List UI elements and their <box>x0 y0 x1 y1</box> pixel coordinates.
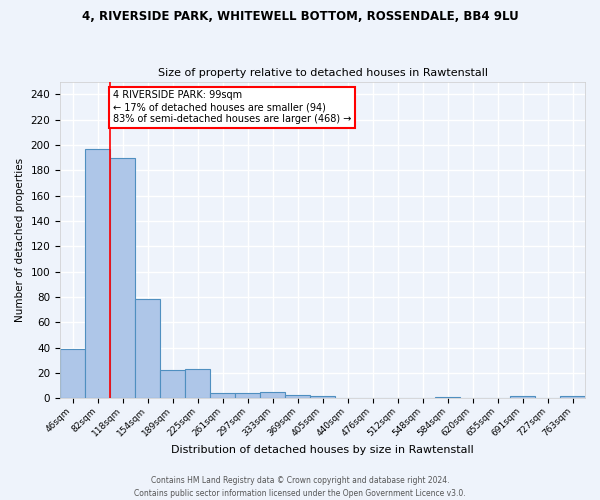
Bar <box>435 397 460 398</box>
X-axis label: Distribution of detached houses by size in Rawtenstall: Distribution of detached houses by size … <box>171 445 474 455</box>
Text: 4, RIVERSIDE PARK, WHITEWELL BOTTOM, ROSSENDALE, BB4 9LU: 4, RIVERSIDE PARK, WHITEWELL BOTTOM, ROS… <box>82 10 518 23</box>
Bar <box>260 392 285 398</box>
Y-axis label: Number of detached properties: Number of detached properties <box>15 158 25 322</box>
Bar <box>135 300 160 398</box>
Bar <box>185 369 210 398</box>
Bar <box>210 394 235 398</box>
Bar <box>560 396 585 398</box>
Title: Size of property relative to detached houses in Rawtenstall: Size of property relative to detached ho… <box>158 68 488 78</box>
Bar <box>310 396 335 398</box>
Bar <box>85 148 110 398</box>
Text: 4 RIVERSIDE PARK: 99sqm
← 17% of detached houses are smaller (94)
83% of semi-de: 4 RIVERSIDE PARK: 99sqm ← 17% of detache… <box>113 90 351 124</box>
Bar <box>60 349 85 399</box>
Bar <box>160 370 185 398</box>
Bar <box>285 394 310 398</box>
Bar <box>110 158 135 398</box>
Text: Contains HM Land Registry data © Crown copyright and database right 2024.
Contai: Contains HM Land Registry data © Crown c… <box>134 476 466 498</box>
Bar <box>510 396 535 398</box>
Bar <box>235 394 260 398</box>
